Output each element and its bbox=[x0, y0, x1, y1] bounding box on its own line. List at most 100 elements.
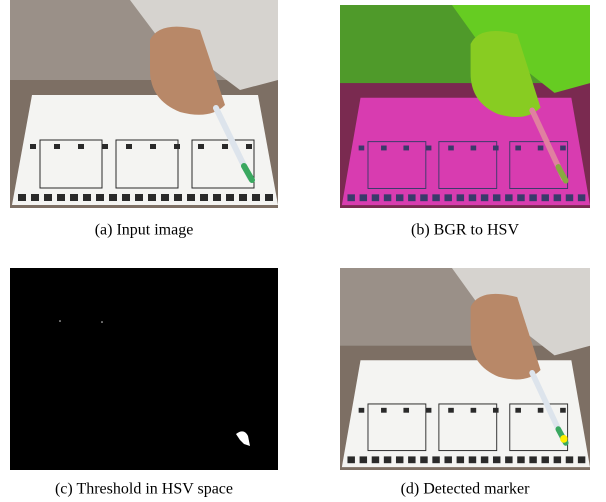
marker-square bbox=[78, 144, 84, 149]
marker-square bbox=[426, 146, 432, 151]
marker-square bbox=[471, 146, 477, 151]
marker-square bbox=[566, 194, 573, 201]
marker-square bbox=[360, 194, 367, 201]
marker-square bbox=[578, 456, 585, 463]
marker-square bbox=[381, 146, 387, 151]
marker-square bbox=[246, 144, 252, 149]
marker-square bbox=[30, 144, 36, 149]
marker-square bbox=[529, 456, 536, 463]
panel-image bbox=[340, 5, 590, 208]
caption: (a) Input image bbox=[95, 222, 194, 239]
marker-square bbox=[560, 408, 566, 413]
marker-square bbox=[359, 146, 365, 151]
marker-square bbox=[554, 456, 561, 463]
marker-square bbox=[420, 194, 427, 201]
marker-square bbox=[493, 194, 500, 201]
panel-image bbox=[10, 0, 278, 208]
marker-square bbox=[135, 194, 143, 201]
marker-square bbox=[372, 194, 379, 201]
marker-square bbox=[432, 194, 439, 201]
marker-square bbox=[448, 408, 454, 413]
marker-square bbox=[174, 194, 182, 201]
marker-square bbox=[96, 194, 104, 201]
marker-square bbox=[222, 144, 228, 149]
marker-square bbox=[541, 194, 548, 201]
panel-image bbox=[10, 268, 278, 470]
marker-square bbox=[122, 194, 130, 201]
marker-square bbox=[148, 194, 156, 201]
marker-square bbox=[372, 456, 379, 463]
marker-square bbox=[57, 194, 65, 201]
marker-square bbox=[566, 456, 573, 463]
marker-square bbox=[469, 194, 476, 201]
marker-square bbox=[384, 456, 391, 463]
caption: (b) BGR to HSV bbox=[411, 222, 519, 239]
marker-square bbox=[471, 408, 477, 413]
marker-square bbox=[213, 194, 221, 201]
marker-square bbox=[252, 194, 260, 201]
marker-square bbox=[161, 194, 169, 201]
noise bbox=[101, 321, 103, 323]
background bbox=[10, 268, 278, 470]
marker-square bbox=[444, 194, 451, 201]
marker-square bbox=[432, 456, 439, 463]
marker-square bbox=[187, 194, 195, 201]
marker-square bbox=[505, 194, 512, 201]
marker-square bbox=[403, 408, 409, 413]
marker-square bbox=[239, 194, 247, 201]
marker-square bbox=[515, 146, 521, 151]
marker-square bbox=[493, 146, 499, 151]
panel-image bbox=[340, 268, 590, 470]
marker-square bbox=[396, 194, 403, 201]
marker-square bbox=[517, 456, 524, 463]
marker-square bbox=[381, 408, 387, 413]
figure: (a) Input image (b) BGR to HSV (c) Thres… bbox=[0, 0, 606, 502]
marker-square bbox=[83, 194, 91, 201]
marker-square bbox=[578, 194, 585, 201]
marker-square bbox=[384, 194, 391, 201]
marker-square bbox=[150, 144, 156, 149]
marker-square bbox=[560, 146, 566, 151]
marker-square bbox=[541, 456, 548, 463]
marker-square bbox=[102, 144, 108, 149]
caption: (d) Detected marker bbox=[401, 481, 530, 498]
marker-square bbox=[457, 194, 464, 201]
marker-square bbox=[126, 144, 132, 149]
marker-square bbox=[515, 408, 521, 413]
marker-square bbox=[226, 194, 234, 201]
marker-square bbox=[54, 144, 60, 149]
marker-square bbox=[457, 456, 464, 463]
marker-square bbox=[265, 194, 273, 201]
marker-square bbox=[444, 456, 451, 463]
noise bbox=[59, 320, 61, 322]
marker-square bbox=[396, 456, 403, 463]
marker-square bbox=[448, 146, 454, 151]
marker-square bbox=[359, 408, 365, 413]
marker-square bbox=[360, 456, 367, 463]
marker-square bbox=[481, 456, 488, 463]
marker-square bbox=[517, 194, 524, 201]
marker-square bbox=[469, 456, 476, 463]
marker-square bbox=[347, 194, 354, 201]
marker-square bbox=[109, 194, 117, 201]
marker-square bbox=[538, 146, 544, 151]
marker-square bbox=[408, 456, 415, 463]
marker-square bbox=[505, 456, 512, 463]
marker-square bbox=[70, 194, 78, 201]
marker-square bbox=[174, 144, 180, 149]
marker-square bbox=[198, 144, 204, 149]
marker-square bbox=[493, 408, 499, 413]
detected-marker bbox=[560, 435, 567, 443]
marker-square bbox=[403, 146, 409, 151]
marker-square bbox=[347, 456, 354, 463]
marker-square bbox=[481, 194, 488, 201]
marker-square bbox=[18, 194, 26, 201]
marker-square bbox=[200, 194, 208, 201]
marker-square bbox=[493, 456, 500, 463]
caption: (c) Threshold in HSV space bbox=[55, 481, 233, 498]
marker-square bbox=[31, 194, 39, 201]
marker-square bbox=[408, 194, 415, 201]
marker-square bbox=[44, 194, 52, 201]
marker-square bbox=[420, 456, 427, 463]
marker-square bbox=[554, 194, 561, 201]
